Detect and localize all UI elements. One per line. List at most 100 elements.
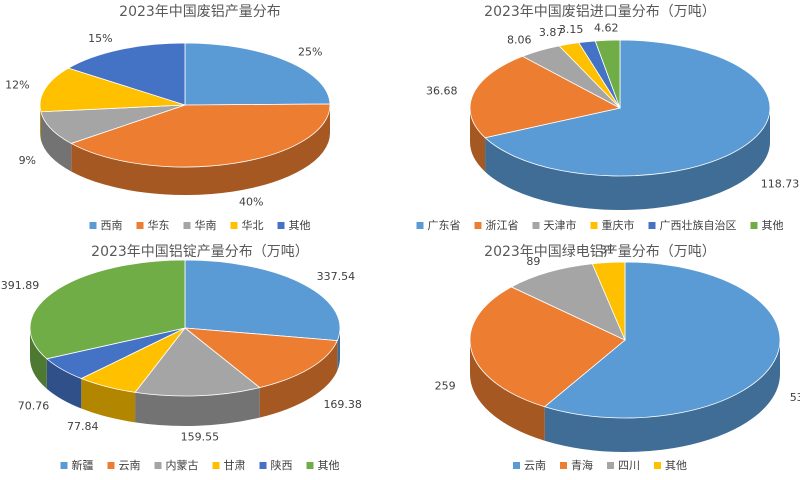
legend-label: 甘肃	[224, 459, 246, 472]
legend-swatch	[648, 222, 656, 229]
legend-swatch	[416, 222, 424, 229]
legend-label: 广东省	[428, 219, 461, 232]
slice	[184, 42, 331, 106]
slice	[510, 263, 626, 341]
legend-swatch	[183, 222, 191, 229]
legend-label: 四川	[618, 459, 640, 472]
data-label: 40%	[239, 196, 263, 209]
chart-title: 2023年中国废铝进口量分布（万吨）	[484, 4, 716, 20]
legend-swatch	[607, 462, 614, 469]
legend-swatch	[136, 222, 144, 229]
slice-side	[71, 105, 331, 195]
legend-swatch	[306, 462, 314, 469]
legend-swatch	[230, 222, 238, 229]
legend: 广东省 浙江省 天津市 重庆市 广西壮族自治区 其他	[416, 218, 784, 232]
legend-swatch	[513, 462, 520, 469]
slice-side	[544, 340, 780, 452]
legend-label: 广西壮族自治区	[660, 218, 737, 232]
legend-swatch	[474, 222, 482, 229]
data-label: 15%	[88, 32, 112, 45]
legend: 云南 青海 四川 其他	[513, 458, 687, 472]
data-label: 391.89	[1, 279, 40, 292]
slice	[594, 39, 621, 109]
legend-swatch	[154, 462, 162, 469]
chart: 2023年中国绿电铝产量分布（万吨） 538 259 89 31 云南 青海 四川 其他	[435, 244, 800, 472]
data-label: 118.73	[761, 177, 800, 190]
legend-swatch	[212, 462, 220, 469]
data-label: 9%	[19, 154, 36, 167]
data-label: 169.38	[323, 398, 362, 411]
slice	[183, 327, 338, 389]
slice	[184, 259, 341, 342]
legend-label: 其他	[665, 459, 687, 472]
legend-swatch	[750, 222, 758, 229]
legend-label: 华东	[148, 218, 170, 232]
slice	[29, 259, 186, 360]
data-label: 3.15	[559, 23, 584, 36]
chart-title: 2023年中国废铝产量分布	[119, 4, 281, 20]
legend-label: 云南	[119, 459, 141, 472]
legend-swatch	[259, 462, 267, 469]
slice	[469, 55, 622, 139]
chart: 2023年中国废铝进口量分布（万吨） 118.73 36.68 8.06 3.873.1…	[416, 4, 800, 232]
slice-side	[30, 328, 47, 389]
slice-side	[40, 105, 41, 140]
chart-title: 2023年中国铝锭产量分布（万吨）	[91, 244, 309, 260]
legend-label: 新疆	[72, 458, 94, 472]
legend-label: 内蒙古	[166, 458, 199, 472]
chart: 2023年中国废铝产量分布 25% 40% 9% 12% 15% 西南 华东 华南 华北 其他	[5, 4, 331, 232]
slice	[67, 42, 186, 106]
legend-swatch	[590, 222, 598, 229]
slice-side	[337, 328, 340, 371]
slice-side	[485, 108, 770, 211]
slice-side	[46, 358, 82, 409]
data-label: 538	[790, 391, 800, 404]
slice-side	[81, 378, 136, 423]
slice	[39, 67, 186, 113]
slice	[70, 103, 331, 168]
legend-swatch	[560, 462, 567, 469]
slice-side	[259, 340, 338, 418]
legend-swatch	[277, 222, 285, 229]
legend: 西南 华东 华南 华北 其他	[89, 218, 311, 232]
data-label: 77.84	[67, 420, 99, 433]
legend-label: 其他	[762, 219, 784, 232]
legend-label: 陕西	[271, 458, 293, 472]
legend-swatch	[60, 462, 68, 469]
legend-label: 青海	[571, 458, 593, 472]
legend-label: 云南	[524, 459, 546, 472]
slice	[40, 104, 186, 144]
legend-label: 重庆市	[602, 218, 635, 232]
legend-label: 华北	[242, 218, 264, 232]
data-label: 25%	[298, 45, 322, 58]
data-label: 3.87	[539, 26, 564, 39]
data-label: 159.55	[181, 431, 220, 444]
data-label: 70.76	[18, 400, 50, 413]
slice	[469, 286, 626, 408]
slice-side	[135, 387, 260, 426]
legend-swatch	[107, 462, 115, 469]
data-label: 337.54	[317, 270, 356, 283]
slice	[543, 261, 781, 419]
data-label: 89	[526, 255, 540, 268]
legend-label: 浙江省	[486, 219, 519, 232]
legend-swatch	[532, 222, 540, 229]
data-label: 36.68	[426, 85, 458, 98]
legend-label: 其他	[318, 459, 340, 472]
legend-label: 其他	[289, 219, 311, 232]
slice	[134, 327, 261, 397]
data-label: 4.62	[594, 21, 619, 34]
legend-label: 华南	[195, 218, 217, 232]
legend-label: 西南	[101, 219, 123, 232]
data-label: 31	[600, 244, 614, 257]
chart-title: 2023年中国绿电铝产量分布（万吨）	[484, 244, 716, 260]
slice-side	[40, 111, 72, 172]
slice	[591, 261, 626, 341]
legend: 新疆 云南 内蒙古 甘肃 陕西 其他	[60, 458, 340, 472]
slice-side	[470, 340, 545, 441]
legend-label: 天津市	[544, 218, 577, 232]
legend-swatch	[89, 222, 97, 229]
slice	[484, 39, 771, 177]
data-label: 8.06	[507, 33, 532, 46]
